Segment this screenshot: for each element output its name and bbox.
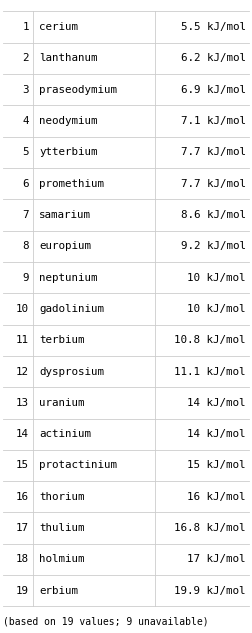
Text: 19: 19 [16,586,29,596]
Text: 14: 14 [16,429,29,439]
Text: neptunium: neptunium [39,273,98,282]
Text: thorium: thorium [39,492,85,502]
Text: samarium: samarium [39,210,91,220]
Text: terbium: terbium [39,335,85,345]
Text: 1: 1 [22,22,29,32]
Text: 11: 11 [16,335,29,345]
Text: 7.7 kJ/mol: 7.7 kJ/mol [181,147,246,158]
Text: uranium: uranium [39,398,85,408]
Text: erbium: erbium [39,586,78,596]
Text: 6: 6 [22,179,29,189]
Text: gadolinium: gadolinium [39,304,104,314]
Text: 7.7 kJ/mol: 7.7 kJ/mol [181,179,246,189]
Text: thulium: thulium [39,523,85,533]
Text: 19.9 kJ/mol: 19.9 kJ/mol [174,586,246,596]
Text: europium: europium [39,241,91,251]
Text: 16: 16 [16,492,29,502]
Text: 14 kJ/mol: 14 kJ/mol [187,429,246,439]
Text: cerium: cerium [39,22,78,32]
Text: 11.1 kJ/mol: 11.1 kJ/mol [174,367,246,377]
Text: 15 kJ/mol: 15 kJ/mol [187,460,246,470]
Text: 16.8 kJ/mol: 16.8 kJ/mol [174,523,246,533]
Text: holmium: holmium [39,555,85,565]
Text: lanthanum: lanthanum [39,53,98,63]
Text: 7: 7 [22,210,29,220]
Text: ytterbium: ytterbium [39,147,98,158]
Text: dysprosium: dysprosium [39,367,104,377]
Text: neodymium: neodymium [39,116,98,126]
Text: 10 kJ/mol: 10 kJ/mol [187,304,246,314]
Text: actinium: actinium [39,429,91,439]
Text: 10: 10 [16,304,29,314]
Text: 7.1 kJ/mol: 7.1 kJ/mol [181,116,246,126]
Text: 12: 12 [16,367,29,377]
Text: 9: 9 [22,273,29,282]
Text: promethium: promethium [39,179,104,189]
Text: 13: 13 [16,398,29,408]
Text: 6.9 kJ/mol: 6.9 kJ/mol [181,85,246,95]
Text: 8.6 kJ/mol: 8.6 kJ/mol [181,210,246,220]
Text: 2: 2 [22,53,29,63]
Text: 5: 5 [22,147,29,158]
Text: praseodymium: praseodymium [39,85,117,95]
Text: 18: 18 [16,555,29,565]
Text: 8: 8 [22,241,29,251]
Text: 3: 3 [22,85,29,95]
Text: (based on 19 values; 9 unavailable): (based on 19 values; 9 unavailable) [3,616,208,626]
Text: 16 kJ/mol: 16 kJ/mol [187,492,246,502]
Text: protactinium: protactinium [39,460,117,470]
Text: 15: 15 [16,460,29,470]
Text: 6.2 kJ/mol: 6.2 kJ/mol [181,53,246,63]
Text: 10 kJ/mol: 10 kJ/mol [187,273,246,282]
Text: 9.2 kJ/mol: 9.2 kJ/mol [181,241,246,251]
Text: 17: 17 [16,523,29,533]
Text: 10.8 kJ/mol: 10.8 kJ/mol [174,335,246,345]
Text: 4: 4 [22,116,29,126]
Text: 17 kJ/mol: 17 kJ/mol [187,555,246,565]
Text: 14 kJ/mol: 14 kJ/mol [187,398,246,408]
Text: 5.5 kJ/mol: 5.5 kJ/mol [181,22,246,32]
